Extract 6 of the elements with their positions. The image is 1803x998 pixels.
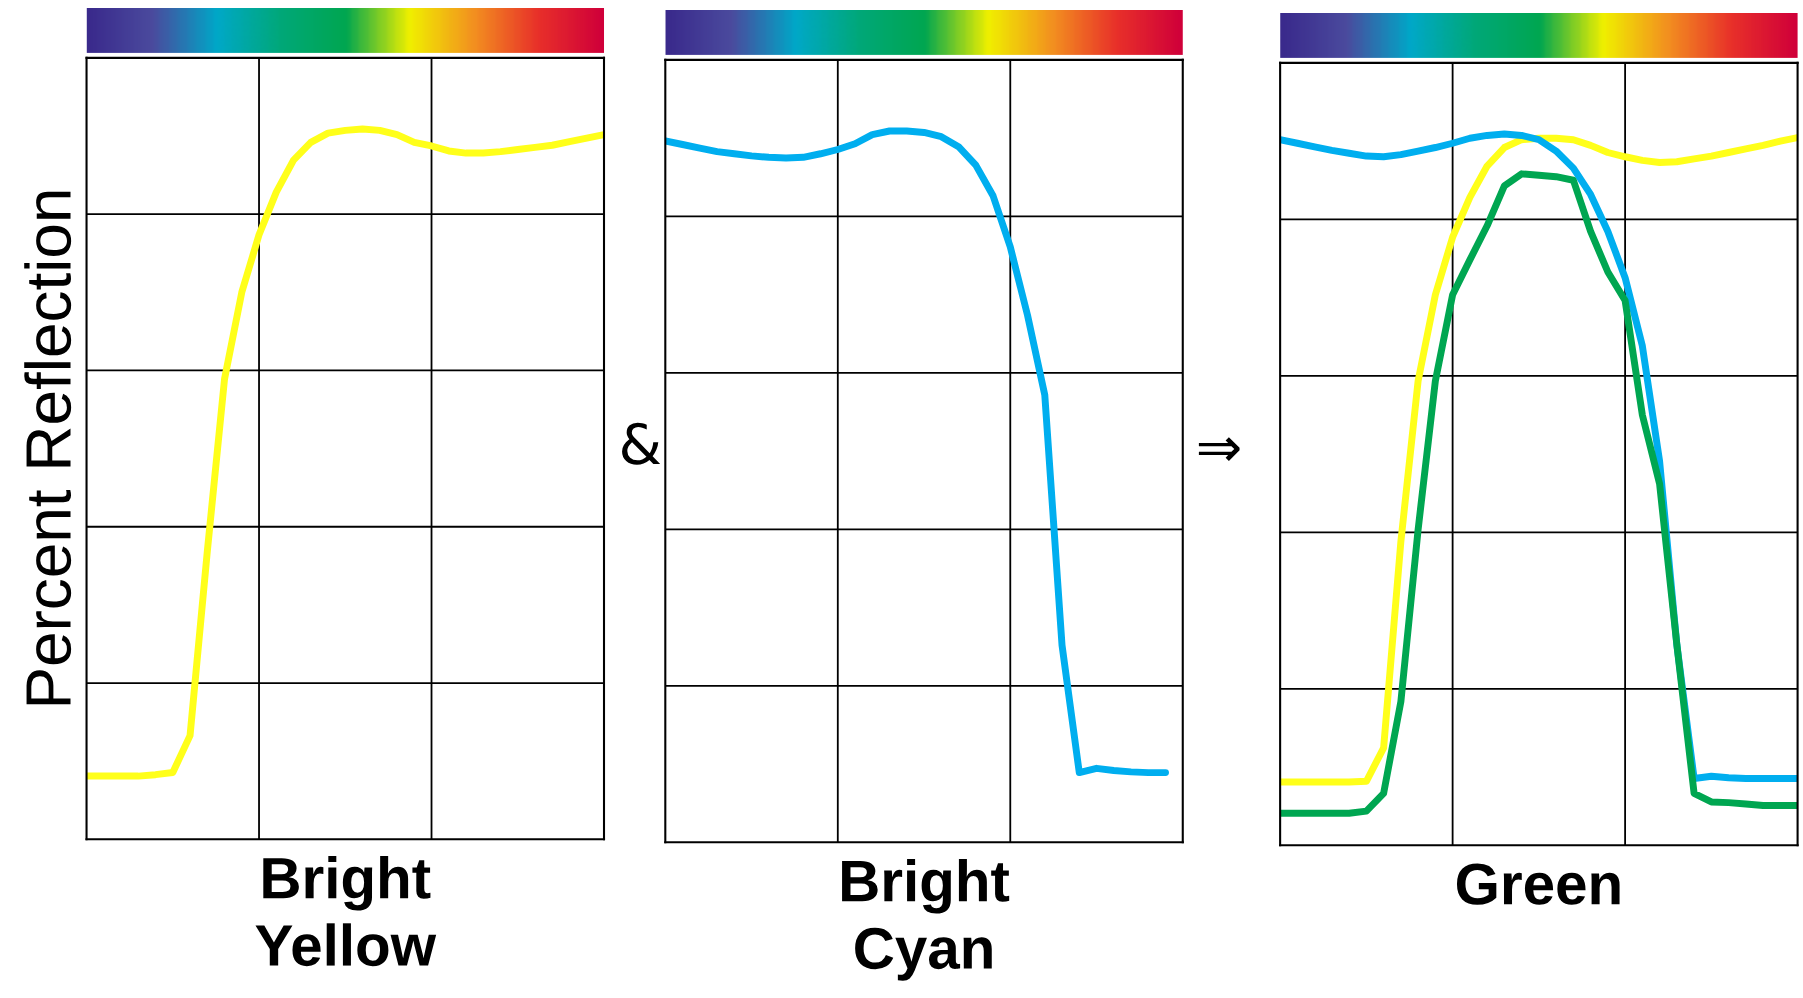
text: ⇒ bbox=[1198, 437, 1240, 461]
x-axis-title: Bright Cyan bbox=[842, 858, 1010, 981]
y-axis-title: Percent Reflection bbox=[24, 191, 72, 705]
x-axis-title: Bright Yellow bbox=[255, 855, 437, 967]
x-axis-title: Green bbox=[1456, 863, 1620, 905]
text: & bbox=[622, 422, 661, 465]
